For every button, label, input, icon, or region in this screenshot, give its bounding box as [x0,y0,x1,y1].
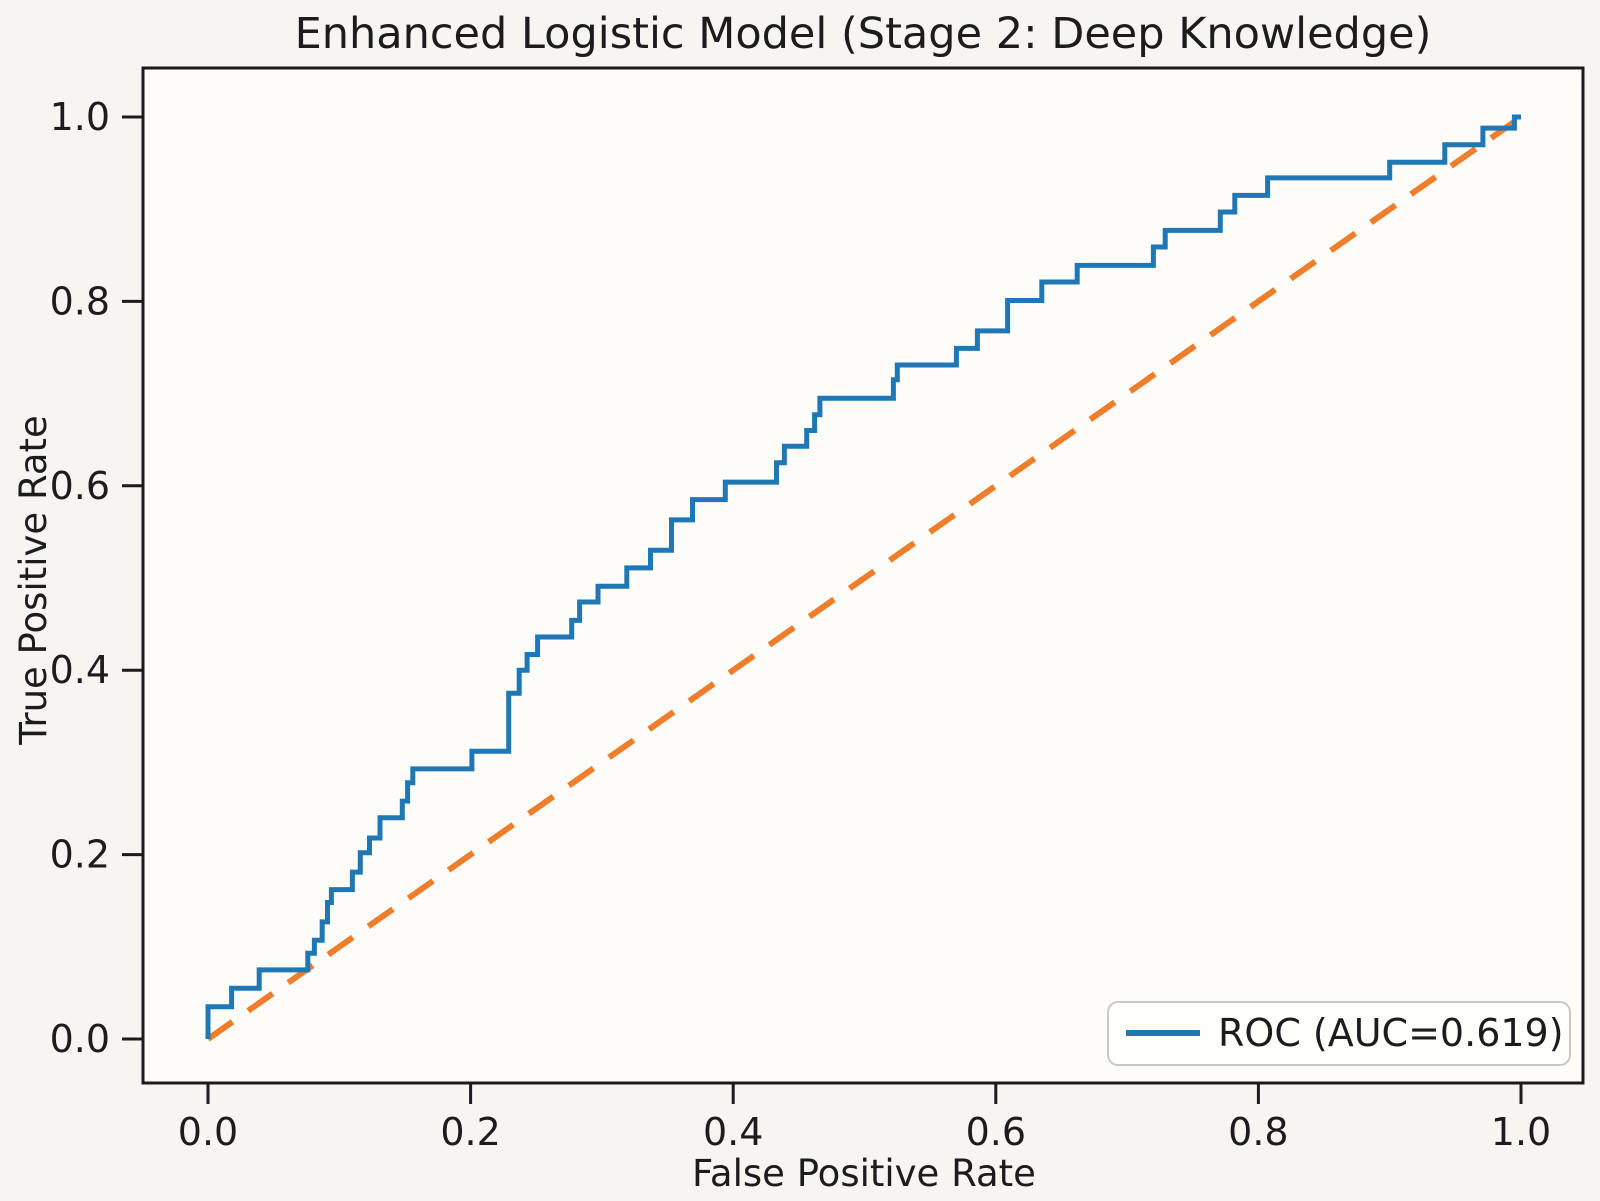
y-tick-label: 0.6 [50,464,110,508]
axes-spines [141,66,1585,1085]
y-axis-label: True Positive Rate [12,415,55,746]
y-tick-label: 0.0 [50,1017,110,1061]
x-axis-ticks: 0.0 0.2 0.4 0.6 0.8 1.0 [178,1083,1551,1154]
y-tick-label: 0.2 [50,833,110,877]
legend-roc-label: ROC (AUC=0.619) [1218,1011,1564,1055]
legend-box [1107,1001,1571,1066]
x-tick-label: 1.0 [1491,1110,1551,1154]
y-tick-label: 0.4 [50,648,110,692]
y-tick-label: 1.0 [50,95,110,139]
roc-curve-line [205,114,1521,1039]
x-tick-label: 0.0 [178,1110,238,1154]
x-tick-label: 0.2 [440,1110,500,1154]
chart-title: Enhanced Logistic Model (Stage 2: Deep K… [295,9,1432,59]
y-tick-label: 0.8 [50,279,110,323]
x-tick-label: 0.6 [966,1110,1026,1154]
x-tick-label: 0.4 [703,1110,763,1154]
legend: ROC (AUC=0.619) [1107,1001,1571,1066]
chance-diagonal-line [206,114,1523,1042]
y-axis-ticks: 0.0 0.2 0.4 0.6 0.8 1.0 [50,95,143,1061]
x-axis-label: False Positive Rate [692,1152,1036,1195]
x-tick-label: 0.8 [1228,1110,1288,1154]
